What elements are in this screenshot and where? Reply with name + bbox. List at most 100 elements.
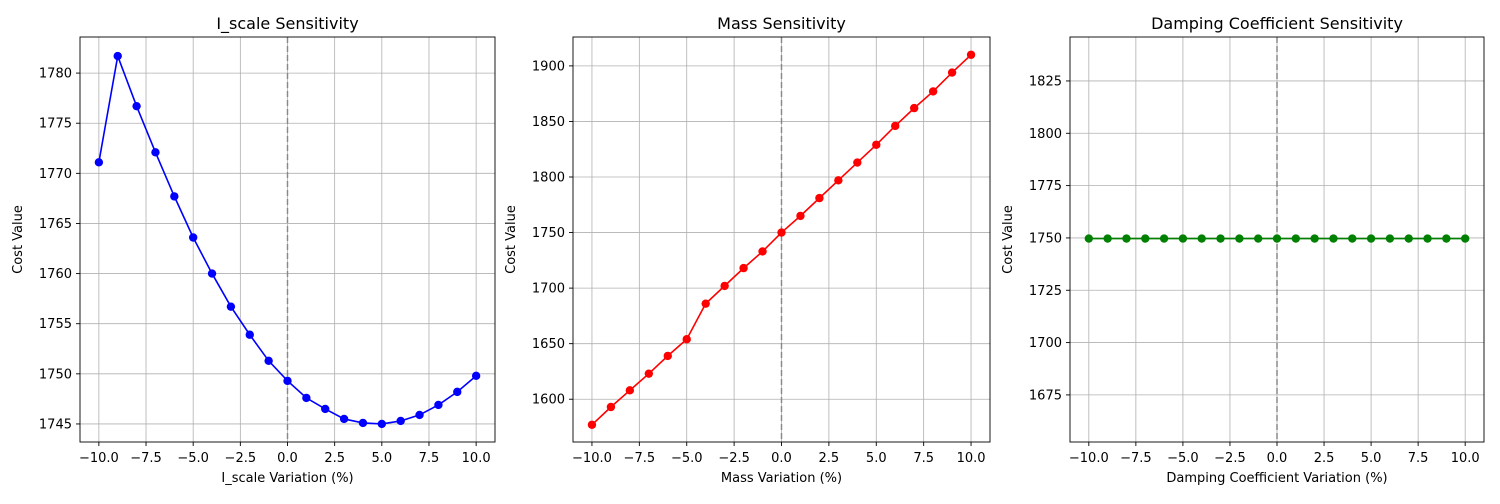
mass-chart: −10.0 −7.5 −5.0 −2.5 0.0 2.5 5.0 7.5 10.0 1600 165… bbox=[504, 14, 991, 486]
i-scale-point-0 bbox=[94, 158, 104, 167]
mass-x-axis-label: Mass Variation (%) bbox=[721, 471, 842, 486]
damping-point-19 bbox=[1442, 234, 1451, 243]
damping-x-axis-label: Damping Coefficient Variation (%) bbox=[1166, 471, 1387, 486]
damping-point-4 bbox=[1159, 234, 1169, 243]
mass-xtick-label-1: −7.5 bbox=[624, 451, 656, 466]
damping-xtick-label-5: 2.5 bbox=[1314, 451, 1335, 466]
i-scale-point-1 bbox=[113, 51, 122, 61]
i-scale-point-3 bbox=[151, 148, 160, 157]
damping-point-12 bbox=[1310, 234, 1319, 243]
damping-xtick-label-3: −2.5 bbox=[1214, 451, 1246, 466]
mass-ytick-label-1: 1650 bbox=[532, 337, 565, 352]
i-scale-point-15 bbox=[377, 419, 387, 429]
i-scale-point-10 bbox=[283, 376, 292, 386]
damping-ytick-label-4: 1775 bbox=[1029, 179, 1062, 194]
damping-point-7 bbox=[1216, 234, 1225, 243]
i-scale-ytick-label-6: 1775 bbox=[39, 117, 72, 132]
i-scale-ytick-label-5: 1770 bbox=[39, 167, 72, 182]
i-scale-xtick-label-8: 10.0 bbox=[462, 451, 491, 466]
i-scale-point-14 bbox=[358, 418, 368, 428]
i-scale-point-19 bbox=[453, 387, 462, 397]
i-scale-ytick-label-0: 1745 bbox=[39, 417, 72, 432]
i-scale-point-17 bbox=[415, 410, 424, 420]
i-scale-xtick-label-4: 0.0 bbox=[277, 451, 298, 466]
damping-xtick-label-2: −5.0 bbox=[1167, 451, 1199, 466]
damping-ytick-label-5: 1800 bbox=[1029, 127, 1062, 142]
mass-point-17 bbox=[909, 103, 919, 113]
mass-point-18 bbox=[928, 87, 938, 96]
damping-point-13 bbox=[1329, 234, 1338, 243]
mass-point-14 bbox=[853, 158, 862, 167]
mass-point-6 bbox=[701, 299, 710, 308]
damping-ytick-label-2: 1725 bbox=[1029, 284, 1062, 299]
mass-point-9 bbox=[758, 247, 767, 256]
damping-point-16 bbox=[1385, 234, 1395, 243]
i-scale-point-8 bbox=[245, 330, 254, 339]
mass-ytick-label-6: 1900 bbox=[532, 59, 565, 74]
i-scale-point-9 bbox=[264, 356, 273, 365]
i-scale-ytick-label-1: 1750 bbox=[39, 367, 72, 382]
mass-point-10 bbox=[777, 228, 786, 237]
damping-point-3 bbox=[1141, 234, 1150, 243]
damping-xtick-label-7: 7.5 bbox=[1408, 451, 1429, 466]
i-scale-xtick-label-6: 5.0 bbox=[371, 451, 392, 466]
mass-ytick-label-5: 1850 bbox=[532, 115, 565, 130]
i-scale-point-18 bbox=[434, 400, 443, 410]
damping-point-20 bbox=[1460, 234, 1470, 243]
i-scale-point-12 bbox=[321, 404, 330, 414]
i-scale-xtick-label-2: −5.0 bbox=[177, 451, 209, 466]
damping-chart-title: Damping Coefficient Sensitivity bbox=[1151, 14, 1403, 33]
damping-xtick-label-4: 0.0 bbox=[1267, 451, 1288, 466]
i-scale-xtick-label-0: −10.0 bbox=[79, 451, 119, 466]
damping-point-9 bbox=[1253, 234, 1263, 243]
mass-xtick-label-7: 7.5 bbox=[913, 451, 934, 466]
mass-xtick-label-6: 5.0 bbox=[866, 451, 887, 466]
mass-y-axis-label: Cost Value bbox=[504, 205, 519, 274]
mass-point-0 bbox=[587, 420, 597, 429]
damping-point-8 bbox=[1235, 234, 1244, 243]
i-scale-ytick-label-2: 1755 bbox=[39, 317, 72, 332]
mass-point-11 bbox=[796, 211, 805, 221]
mass-ytick-label-2: 1700 bbox=[532, 282, 565, 297]
damping-point-18 bbox=[1423, 234, 1432, 243]
mass-ytick-label-4: 1800 bbox=[532, 171, 565, 186]
mass-xtick-label-8: 10.0 bbox=[957, 451, 986, 466]
damping-point-0 bbox=[1084, 234, 1094, 243]
damping-point-5 bbox=[1178, 234, 1188, 243]
damping-xtick-label-6: 5.0 bbox=[1361, 451, 1382, 466]
damping-point-17 bbox=[1404, 234, 1413, 243]
i-scale-xtick-label-3: −2.5 bbox=[225, 451, 257, 466]
i-scale-y-axis-label: Cost Value bbox=[11, 205, 26, 274]
mass-point-5 bbox=[682, 335, 691, 344]
i-scale-ytick-label-7: 1780 bbox=[39, 67, 72, 82]
i-scale-chart: −10.0 −7.5 −5.0 −2.5 0.0 2.5 5.0 7.5 10.0 1745 175… bbox=[11, 14, 496, 486]
mass-xtick-label-3: −2.5 bbox=[718, 451, 750, 466]
mass-ytick-label-3: 1750 bbox=[532, 226, 565, 241]
mass-point-8 bbox=[739, 263, 748, 273]
damping-chart: −10.0 −7.5 −5.0 −2.5 0.0 2.5 5.0 7.5 10.0 1675 170… bbox=[1001, 14, 1485, 486]
i-scale-xtick-label-7: 7.5 bbox=[419, 451, 440, 466]
i-scale-point-20 bbox=[471, 371, 481, 381]
i-scale-point-4 bbox=[170, 192, 179, 201]
mass-xtick-label-2: −5.0 bbox=[671, 451, 703, 466]
i-scale-point-13 bbox=[339, 414, 349, 424]
mass-point-19 bbox=[947, 68, 957, 77]
mass-point-7 bbox=[720, 281, 729, 291]
mass-point-2 bbox=[625, 386, 635, 395]
mass-point-12 bbox=[815, 193, 824, 203]
i-scale-point-6 bbox=[207, 269, 217, 278]
i-scale-point-16 bbox=[396, 416, 405, 426]
mass-xtick-label-0: −10.0 bbox=[572, 451, 612, 466]
i-scale-point-11 bbox=[302, 393, 311, 403]
i-scale-point-2 bbox=[132, 101, 141, 111]
i-scale-point-7 bbox=[226, 302, 236, 311]
damping-xtick-label-8: 10.0 bbox=[1451, 451, 1480, 466]
damping-ytick-label-6: 1825 bbox=[1029, 74, 1062, 89]
damping-point-11 bbox=[1291, 234, 1301, 243]
damping-ytick-label-1: 1700 bbox=[1029, 336, 1062, 351]
i-scale-chart-title: I_scale Sensitivity bbox=[216, 14, 358, 34]
i-scale-xtick-label-5: 2.5 bbox=[324, 451, 345, 466]
damping-y-axis-label: Cost Value bbox=[1001, 205, 1016, 274]
mass-point-20 bbox=[966, 50, 976, 59]
